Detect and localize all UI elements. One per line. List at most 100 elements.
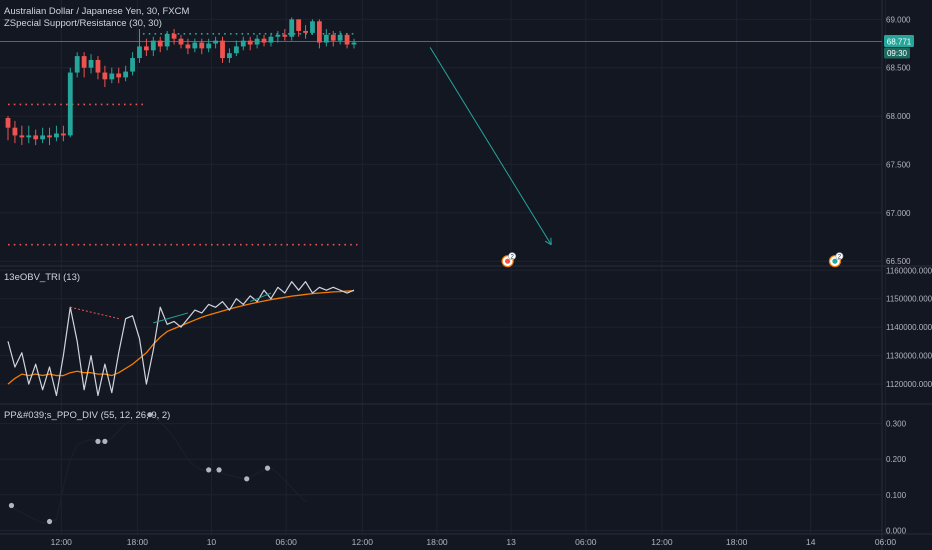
- candle-body: [275, 34, 281, 37]
- candle-body: [54, 133, 59, 138]
- ppo-divergence-dot: [244, 476, 250, 482]
- event-marker-count: 2: [510, 254, 514, 260]
- obv-pane[interactable]: [7, 281, 355, 397]
- candle-body: [95, 59, 101, 73]
- price-tick-label: 68.000: [886, 112, 911, 121]
- ppo-tick-label: 0.100: [886, 491, 907, 500]
- candle-body: [40, 135, 45, 140]
- ppo-title[interactable]: PP&#039;s_PPO_DIV (55, 12, 26, 9, 2): [4, 410, 171, 421]
- candle-body: [303, 30, 308, 33]
- candle-body: [102, 72, 108, 80]
- obv-signal-line: [7, 290, 355, 385]
- countdown-tag-text: 09:30: [887, 49, 908, 58]
- candle-body: [60, 133, 66, 136]
- candle-body: [150, 40, 156, 51]
- candle-body: [74, 56, 80, 73]
- time-label: 18:00: [426, 537, 448, 547]
- ppo-legend[interactable]: PP&#039;s_PPO_DIV (55, 12, 26, 9, 2): [4, 410, 170, 422]
- arrow-head: [544, 240, 552, 246]
- chart-legend: Australian Dollar / Japanese Yen, 30, FX…: [4, 6, 189, 30]
- ppo-divergence-dot: [206, 467, 212, 473]
- candle-body: [137, 46, 142, 59]
- candle-body: [12, 127, 18, 136]
- ppo-pane[interactable]: [7, 412, 306, 525]
- candle-body: [261, 38, 267, 43]
- candle-body: [310, 21, 315, 33]
- candle-body: [164, 33, 170, 47]
- obv-tick-label: 1150000.000: [886, 295, 932, 304]
- ppo-tick-label: 0.300: [886, 420, 907, 429]
- candle-body: [330, 34, 336, 41]
- candle-body: [199, 42, 205, 49]
- ppo-tick-label: 0.000: [886, 526, 907, 535]
- candle-body: [130, 58, 135, 72]
- obv-title[interactable]: 13eOBV_TRI (13): [4, 272, 81, 283]
- event-marker-badge: [835, 252, 844, 261]
- candle-body: [185, 44, 191, 49]
- obv-tick-label: 1130000.000: [886, 352, 932, 361]
- candle-body: [240, 40, 246, 47]
- obv-divergence-line: [153, 312, 189, 324]
- obv-tick-label: 1160000.000: [886, 266, 932, 275]
- ppo-divergence-dot: [264, 465, 271, 471]
- time-label: 06:00: [575, 537, 597, 547]
- last-price-tag: [884, 34, 914, 47]
- candle-body: [5, 118, 11, 128]
- candle-body: [19, 135, 25, 138]
- ppo-divergence-dot: [95, 438, 101, 444]
- time-label: 13: [506, 537, 516, 547]
- time-label: 14: [806, 537, 816, 547]
- candle-body: [123, 71, 129, 78]
- price-axis[interactable]: 69.000 68.500 68.000 67.500 67.000 66.5001160…: [886, 15, 932, 535]
- candle-body: [233, 46, 239, 54]
- time-label: 12:00: [651, 537, 673, 547]
- candle-body: [33, 135, 39, 140]
- candle-body: [282, 34, 288, 37]
- event-marker-dot: [832, 258, 838, 264]
- last-price-tag-text: 68.771: [887, 37, 912, 46]
- event-marker-count: 2: [838, 254, 842, 260]
- indicator-title[interactable]: ZSpecial Support/Resistance (30, 30): [4, 18, 162, 29]
- symbol-title[interactable]: Australian Dollar / Japanese Yen, 30, FX…: [4, 6, 190, 17]
- candle-body: [157, 40, 163, 47]
- candle-body: [81, 56, 87, 68]
- obv-divergence-line: [250, 292, 272, 303]
- projection-arrow: [429, 47, 552, 245]
- price-tick-label: 69.000: [886, 15, 911, 24]
- obv-legend[interactable]: 13eOBV_TRI (13): [4, 272, 80, 284]
- time-label: 10: [207, 537, 217, 547]
- time-label: 12:00: [51, 537, 73, 547]
- event-marker-dot: [505, 258, 511, 264]
- candle-body: [171, 33, 177, 39]
- price-tick-label: 67.000: [886, 209, 911, 218]
- candle-body: [220, 40, 225, 59]
- ppo-divergence-dot: [102, 438, 108, 444]
- price-tick-label: 68.500: [886, 64, 911, 73]
- obv-line: [7, 281, 355, 397]
- candle-body: [247, 40, 253, 45]
- price-tick-label: 67.500: [886, 160, 911, 169]
- time-axis[interactable]: 12:00 18:00 10 06:00 12:00 18:00 13 06:00 12:00 1…: [51, 537, 897, 547]
- grid: [0, 0, 886, 534]
- ppo-line: [7, 414, 306, 524]
- candle-body: [213, 40, 218, 44]
- candle-body: [47, 135, 52, 138]
- candle-body: [26, 135, 32, 138]
- candle-body: [296, 19, 302, 31]
- ppo-divergence-dot: [46, 518, 53, 525]
- obv-divergence-line: [70, 306, 119, 320]
- candle-body: [289, 19, 295, 37]
- time-label: 06:00: [875, 537, 897, 547]
- candle-body: [109, 73, 115, 80]
- candle-body: [67, 72, 73, 136]
- time-label: 06:00: [276, 537, 298, 547]
- candle-body: [317, 21, 322, 43]
- ppo-divergence-dot: [8, 502, 15, 509]
- candle-body: [337, 34, 343, 41]
- ppo-divergence-dot: [147, 412, 153, 418]
- price-tick-label: 66.500: [886, 257, 911, 266]
- time-label: 18:00: [726, 537, 748, 547]
